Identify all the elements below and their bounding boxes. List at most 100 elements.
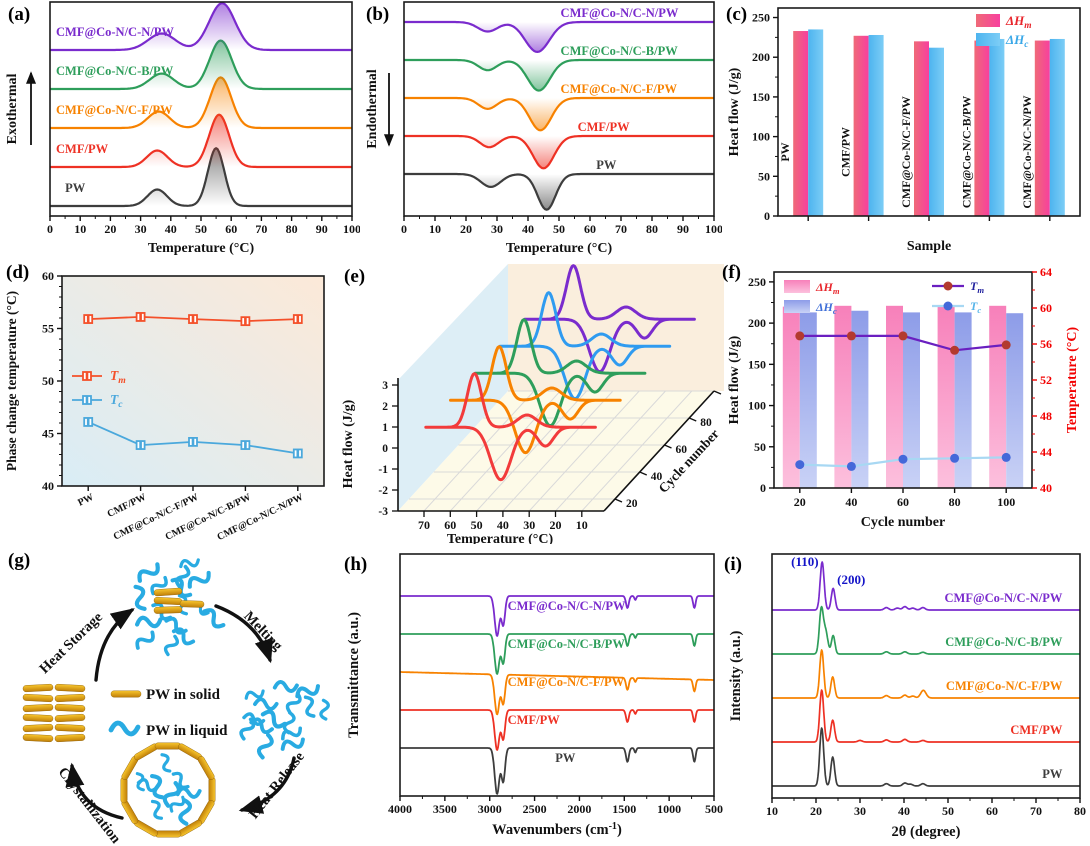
bar-dHm-CMF@Co-N/C-F/PW bbox=[914, 41, 929, 217]
a-curve-CMF@Co-N/C-N/PW bbox=[50, 2, 352, 52]
pw-solid-rod-icon bbox=[154, 830, 182, 838]
panel-g-phase-change-schematic: Heat Storage Melting Heat Release Crystalli… bbox=[0, 544, 340, 846]
label-melting: Melting bbox=[240, 608, 286, 654]
legend-pw-solid: PW in solid bbox=[146, 687, 221, 703]
b-curve-CMF/PW bbox=[404, 134, 714, 170]
x-tick-label: 1000 bbox=[657, 802, 681, 816]
x-tick-label: 90 bbox=[677, 222, 689, 236]
sample-label: PW bbox=[778, 142, 792, 161]
y-tick-label: 200 bbox=[752, 50, 770, 64]
panel-b-chart: PW CMF/PW CMF@Co-N/C-F/PW CMF@Co-N/C-B/PW CM… bbox=[365, 1, 723, 256]
e-z-tick: -1 bbox=[378, 464, 388, 476]
y-tick-label: 150 bbox=[748, 357, 766, 371]
e-x-tick: 10 bbox=[576, 518, 588, 532]
pw-solid-rod-icon bbox=[22, 713, 54, 723]
bar-dHc-CMF/PW bbox=[868, 34, 884, 216]
f-bar-dHc-60 bbox=[903, 312, 920, 488]
a-curve-CMF/PW bbox=[50, 113, 352, 169]
f-x-tick: 60 bbox=[897, 495, 909, 509]
f-legend-ΔH_m: ΔHm bbox=[815, 280, 840, 296]
x-tick-label: 30 bbox=[854, 804, 866, 818]
x-tick-label: 70 bbox=[255, 222, 267, 236]
series-label: CMF@Co-N/C-F/PW bbox=[561, 82, 678, 96]
pw-liquid-wave-icon bbox=[239, 717, 256, 741]
f-x-tick: 20 bbox=[794, 495, 806, 509]
f-x-tick: 100 bbox=[997, 495, 1015, 509]
e-x-axis-title: Temperature (°C) bbox=[447, 532, 554, 544]
panel-a-dsc-exothermal: PW CMF/PW CMF@Co-N/C-F/PW CMF@Co-N/C-B/PW CM… bbox=[0, 0, 361, 262]
panel-f-chart: 20 40 60 80 100 0 50 100 150 200 250 40 44 48 52 56 60 64… bbox=[727, 265, 1080, 530]
f-bar-dHc-40 bbox=[851, 310, 869, 488]
pw-solid-rod-icon bbox=[153, 587, 183, 597]
f-legend-T_m: Tm bbox=[970, 279, 984, 295]
sample-label: CMF@Co-N/C-N/PW bbox=[1020, 95, 1034, 208]
i-series-label: CMF/PW bbox=[1010, 723, 1063, 737]
y-tick-label: 0 bbox=[760, 481, 766, 495]
pw-liquid-wave-icon bbox=[179, 558, 200, 569]
e-z-tick: -2 bbox=[378, 485, 388, 497]
series-label: CMF/PW bbox=[578, 120, 631, 134]
h-curve-CMF@Co-N/C-B/PW bbox=[399, 633, 715, 675]
e-loop-cycle-60 bbox=[473, 318, 647, 428]
e-x-tick: 20 bbox=[550, 518, 562, 532]
pw-liquid-wave-icon bbox=[160, 753, 172, 773]
pw-solid-rod-icon bbox=[22, 723, 54, 733]
pw-liquid-wave-icon bbox=[108, 720, 141, 737]
panel-b-dsc-endothermal: PW CMF/PW CMF@Co-N/C-F/PW CMF@Co-N/C-B/PW CM… bbox=[360, 0, 723, 262]
f-bar-dHc-100 bbox=[1006, 313, 1024, 488]
pw-liquid-wave-icon bbox=[162, 780, 181, 808]
x-tick-label: 20 bbox=[810, 804, 822, 818]
y-axis-title: Endothermal bbox=[365, 69, 380, 148]
y-tick-label: 50 bbox=[754, 440, 766, 454]
panel-letter-a: (a) bbox=[8, 4, 31, 25]
y-axis-title: Heat flow (J/g) bbox=[727, 67, 742, 156]
pw-liquid-wave-icon bbox=[285, 691, 302, 714]
pw-liquid-wave-icon bbox=[133, 584, 147, 611]
pw-liquid-wave-icon bbox=[319, 698, 330, 721]
y-tick-label: 50 bbox=[758, 169, 770, 183]
legend-T_m: Tm bbox=[110, 368, 126, 386]
d-x-tick-label: CMF/PW bbox=[106, 492, 148, 520]
sample-label: CMF@Co-N/C-F/PW bbox=[899, 96, 913, 208]
pw-solid-rod-icon bbox=[22, 703, 54, 713]
i-series-label: CMF@Co-N/C-B/PW bbox=[945, 635, 1063, 649]
h-curve-PW bbox=[399, 747, 715, 795]
pw-solid-rod-icon bbox=[110, 690, 142, 698]
pw-liquid-wave-icon bbox=[174, 564, 191, 589]
panel-e-chart: -3-2-101237060504030201020406080100Heat … bbox=[341, 264, 743, 547]
pw-liquid-wave-icon bbox=[282, 710, 296, 735]
x-tick-label: 4000 bbox=[388, 802, 412, 816]
pw-solid-rod-icon bbox=[54, 703, 86, 713]
panel-letter-g: (g) bbox=[8, 550, 31, 571]
pw-liquid-wave-icon bbox=[150, 575, 168, 596]
e-z-tick: 2 bbox=[382, 401, 388, 413]
h-curve-CMF/PW bbox=[399, 709, 715, 751]
x-tick-label: 10 bbox=[429, 222, 441, 236]
x-tick-label: 80 bbox=[1074, 804, 1086, 818]
series-label: CMF@Co-N/C-N/PW bbox=[561, 6, 679, 20]
bar-dHc-CMF@Co-N/C-F/PW bbox=[929, 47, 944, 216]
e-z-tick: 0 bbox=[382, 443, 388, 455]
pw-liquid-wave-icon bbox=[272, 680, 299, 693]
panel-letter-f: (f) bbox=[722, 262, 741, 283]
series-label: CMF@Co-N/C-B/PW bbox=[56, 64, 174, 78]
panel-i-xrd: PW CMF/PW CMF@Co-N/C-F/PW CMF@Co-N/C-B/PW CM… bbox=[724, 544, 1090, 846]
y-tick-label: 250 bbox=[748, 275, 766, 289]
x-tick-label: 10 bbox=[74, 222, 86, 236]
x-tick-label: 3000 bbox=[478, 802, 502, 816]
b-curve-CMF@Co-N/C-N/PW bbox=[404, 20, 714, 53]
series-label: CMF@Co-N/C-F/PW bbox=[56, 103, 173, 117]
e-z-tick: -3 bbox=[378, 506, 388, 518]
i-peak-110: (110) bbox=[791, 554, 818, 569]
y2-tick-label: 56 bbox=[1040, 337, 1052, 351]
x-tick-label: 80 bbox=[646, 222, 658, 236]
f-y2-axis-title: Temperature (°C) bbox=[1065, 327, 1080, 434]
legend-dHm: ΔHm bbox=[1005, 13, 1032, 31]
x-tick-label: 40 bbox=[898, 804, 910, 818]
y-tick-label: 0 bbox=[764, 209, 770, 223]
panel-h-chart: PW CMF/PW CMF@Co-N/C-F/PW CMF@Co-N/C-B/PW CM… bbox=[346, 553, 723, 838]
e-loop-cycle-40 bbox=[449, 345, 622, 455]
pw-solid-rod-icon bbox=[22, 693, 54, 703]
h-x-axis-title: Wavenumbers (cm-1) bbox=[492, 821, 622, 838]
pw-liquid-wave-icon bbox=[295, 684, 320, 699]
